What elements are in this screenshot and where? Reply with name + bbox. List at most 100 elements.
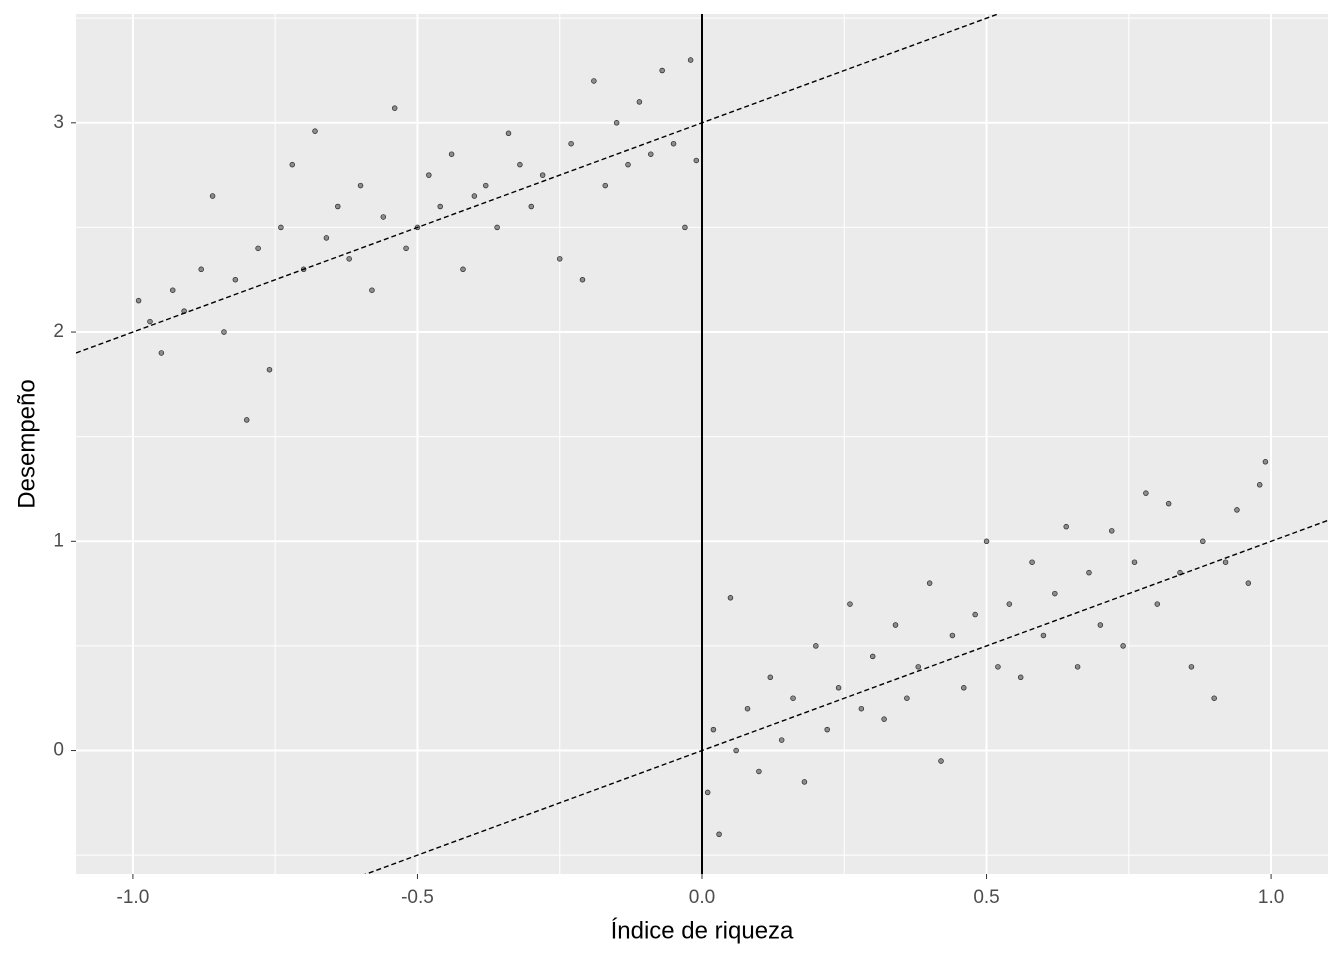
point xyxy=(1131,559,1138,565)
point xyxy=(471,193,478,199)
x-tick-label: 1.0 xyxy=(1258,887,1284,908)
point xyxy=(869,653,876,660)
point xyxy=(266,366,273,373)
point xyxy=(135,297,142,304)
point xyxy=(221,329,227,335)
point xyxy=(1006,601,1013,607)
point xyxy=(556,256,563,262)
point xyxy=(813,643,819,649)
point xyxy=(972,611,978,618)
point xyxy=(801,779,808,785)
y-tick-label: 0 xyxy=(53,740,64,761)
point xyxy=(733,747,739,754)
point xyxy=(892,622,899,628)
y-tick-label: 1 xyxy=(53,530,64,551)
point xyxy=(1165,500,1172,507)
point xyxy=(727,595,734,601)
point xyxy=(926,580,933,586)
point xyxy=(648,151,654,157)
point xyxy=(704,789,711,796)
y-tick-label: 3 xyxy=(53,112,64,133)
x-tick-label: 0.5 xyxy=(973,887,999,908)
point xyxy=(158,350,165,356)
point xyxy=(147,318,153,325)
point xyxy=(961,685,967,691)
point xyxy=(1143,490,1149,496)
point xyxy=(778,737,785,743)
point xyxy=(1063,523,1069,530)
point xyxy=(169,287,176,293)
point xyxy=(1074,664,1081,670)
point xyxy=(938,758,944,764)
point xyxy=(380,214,387,220)
x-axis-title: Índice de riqueza xyxy=(611,917,794,944)
point xyxy=(568,140,574,147)
point xyxy=(756,768,762,775)
point xyxy=(289,161,296,168)
point xyxy=(687,57,694,63)
y-axis-title: Desempeño xyxy=(13,379,40,508)
point xyxy=(448,151,455,157)
point xyxy=(323,235,330,241)
point xyxy=(710,726,717,733)
point xyxy=(1188,664,1195,670)
point xyxy=(915,664,922,670)
point xyxy=(1097,622,1104,628)
plot-area xyxy=(76,14,1328,874)
point xyxy=(693,157,700,164)
point xyxy=(1200,538,1206,545)
point xyxy=(904,695,910,701)
point xyxy=(243,417,250,423)
point xyxy=(1029,559,1035,565)
point xyxy=(232,276,239,283)
y-tick-label: 2 xyxy=(53,321,64,342)
point xyxy=(1262,459,1269,465)
point xyxy=(437,203,443,210)
point xyxy=(1154,601,1161,607)
x-tick-label: 0.0 xyxy=(689,887,715,908)
point xyxy=(602,182,609,189)
point xyxy=(835,685,842,691)
point xyxy=(346,256,352,262)
point xyxy=(460,266,466,273)
point xyxy=(209,193,216,199)
point xyxy=(1040,632,1047,639)
point xyxy=(1211,695,1217,701)
point xyxy=(403,245,409,252)
point xyxy=(767,674,774,681)
point xyxy=(1222,559,1229,565)
point xyxy=(881,716,887,722)
point xyxy=(278,224,284,231)
point xyxy=(1256,482,1263,488)
point xyxy=(983,538,990,545)
x-tick-label: -0.5 xyxy=(401,887,434,908)
point xyxy=(1234,507,1240,513)
point xyxy=(528,203,535,210)
point xyxy=(255,245,261,252)
point xyxy=(1086,569,1092,576)
point xyxy=(1017,674,1024,681)
point xyxy=(744,705,751,712)
point xyxy=(1108,528,1115,534)
point xyxy=(613,120,620,126)
point xyxy=(539,172,546,178)
point xyxy=(369,287,375,293)
point xyxy=(482,182,489,189)
point xyxy=(579,276,586,283)
point xyxy=(357,182,364,189)
point xyxy=(682,224,688,231)
point xyxy=(1052,590,1058,597)
point xyxy=(391,105,398,111)
point xyxy=(625,161,631,168)
point xyxy=(790,695,796,701)
point xyxy=(847,601,853,607)
point xyxy=(995,664,1001,670)
point xyxy=(312,128,318,134)
point xyxy=(716,831,722,837)
point xyxy=(636,99,643,105)
point xyxy=(858,705,865,712)
point xyxy=(824,726,830,733)
point xyxy=(426,172,432,178)
point xyxy=(517,161,523,168)
